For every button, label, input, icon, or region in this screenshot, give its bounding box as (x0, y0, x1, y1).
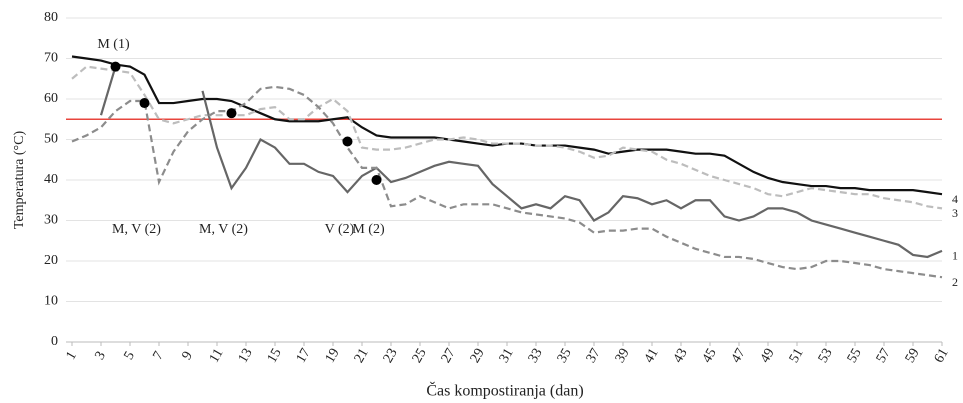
y-tick-label: 80 (44, 10, 58, 25)
series-label: 2 (952, 275, 958, 289)
annotation-label: V (2) (325, 222, 355, 237)
x-tick-label: 33 (526, 346, 546, 366)
series-line (71, 85, 943, 279)
y-tick-label: 10 (44, 294, 58, 309)
x-tick-label: 55 (845, 346, 865, 366)
x-tick-label: 51 (787, 346, 807, 366)
x-tick-label: 11 (207, 346, 227, 365)
y-tick-label: 70 (44, 51, 58, 66)
y-tick-label: 30 (44, 213, 58, 228)
annotation-dot (342, 136, 353, 147)
y-tick-label: 0 (51, 334, 58, 349)
x-tick-label: 39 (613, 346, 633, 366)
x-tick-label: 57 (874, 346, 894, 366)
x-tick-label: 59 (903, 346, 923, 366)
y-tick-label: 50 (44, 132, 58, 147)
series-line (71, 65, 943, 210)
x-tick-label: 17 (294, 346, 314, 366)
annotation-dot (139, 98, 150, 109)
x-tick-label: 29 (468, 346, 488, 366)
x-tick-label: 61 (932, 346, 952, 366)
x-tick-label: 9 (180, 349, 196, 363)
x-tick-label: 43 (671, 346, 691, 366)
x-tick-label: 35 (555, 346, 575, 366)
x-tick-label: 37 (584, 346, 604, 366)
x-tick-label: 1 (64, 349, 80, 363)
x-tick-label: 7 (151, 349, 167, 363)
annotation-dot (226, 108, 237, 119)
y-tick-label: 60 (44, 91, 58, 106)
x-tick-label: 21 (352, 346, 372, 366)
x-tick-label: 5 (122, 349, 138, 363)
y-tick-label: 40 (44, 172, 58, 187)
series-label: 1 (952, 249, 958, 263)
x-tick-label: 3 (93, 349, 109, 363)
x-tick-label: 53 (816, 346, 836, 366)
x-tick-label: 25 (410, 346, 430, 366)
series-label: 4 (952, 192, 958, 206)
annotation-label: M (1) (97, 37, 130, 52)
x-tick-label: 19 (323, 346, 343, 366)
x-tick-label: 27 (439, 346, 459, 366)
x-tick-label: 31 (497, 346, 517, 366)
y-axis-title: Temperatura (°C) (12, 131, 27, 230)
x-tick-label: 13 (236, 346, 256, 366)
annotation-label: M (2) (352, 222, 385, 237)
annotation-dot (371, 175, 382, 185)
y-tick-label: 20 (44, 253, 58, 268)
x-tick-label: 49 (758, 346, 778, 366)
x-tick-label: 45 (700, 346, 720, 366)
series-line (71, 55, 943, 196)
x-axis-title: Čas kompostiranja (dan) (426, 381, 583, 400)
annotation-label: M, V (2) (199, 222, 248, 237)
x-tick-label: 41 (642, 346, 662, 366)
annotation-dot (110, 61, 121, 72)
x-tick-label: 23 (381, 346, 401, 366)
series-label: 3 (952, 206, 958, 220)
annotation-label: M, V (2) (112, 222, 161, 237)
x-tick-label: 47 (729, 346, 749, 366)
x-tick-label: 15 (265, 346, 285, 366)
series-line (99, 66, 943, 259)
